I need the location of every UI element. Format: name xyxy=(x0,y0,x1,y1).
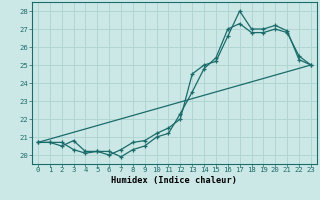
X-axis label: Humidex (Indice chaleur): Humidex (Indice chaleur) xyxy=(111,176,237,185)
